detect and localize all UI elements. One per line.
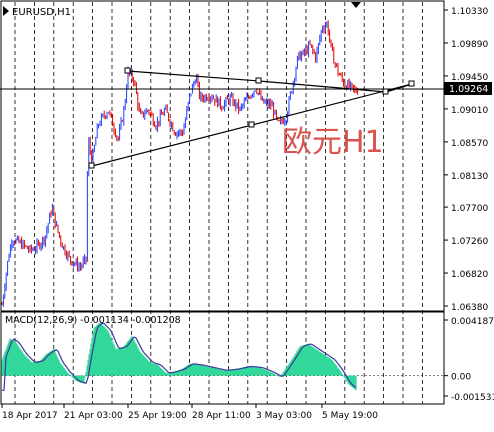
symbol-label: EURUSD,H1: [12, 7, 71, 18]
chart-annotation-text[interactable]: 欧元H1: [282, 125, 384, 160]
triangle-lower-line[interactable]: [91, 124, 253, 167]
macd-signal-line: [2, 322, 357, 391]
time-tick-label: 3 May 03:00: [256, 411, 312, 421]
price-axis: 1.10330 1.09890 1.09450 1.09010 1.08570 1.081…: [444, 7, 488, 313]
triangle-apex-line[interactable]: [385, 83, 413, 93]
chart-shift-marker[interactable]: [351, 2, 361, 8]
time-tick-label: 28 Apr 11:00: [192, 411, 251, 421]
macd-axis: 0.004187 0.00 -0.001531: [444, 317, 494, 403]
price-tick-label: 1.08570: [451, 139, 488, 149]
price-tick-label: 1.07700: [451, 204, 488, 214]
triangle-handle[interactable]: [408, 80, 415, 87]
triangle-upper-line-2[interactable]: [258, 80, 387, 93]
current-price-tag: [444, 82, 492, 95]
time-axis: 18 Apr 2017 21 Apr 03:00 25 Apr 19:00 28 Ap…: [1, 404, 378, 421]
time-tick-label: 25 Apr 19:00: [128, 411, 187, 421]
price-tick-label: 1.09010: [451, 106, 488, 116]
price-tick-label: 1.09890: [451, 40, 488, 50]
triangle-handle[interactable]: [88, 162, 95, 169]
macd-indicator: [1, 322, 444, 391]
triangle-pattern[interactable]: [88, 67, 415, 169]
triangle-upper-line[interactable]: [127, 70, 260, 82]
price-tick-label: 1.06380: [451, 303, 488, 313]
macd-tick-label: 0.004187: [451, 317, 494, 327]
time-tick-label: 18 Apr 2017: [2, 411, 58, 421]
triangle-handle[interactable]: [124, 67, 131, 74]
grid-layer: [14, 2, 423, 404]
macd-tick-label: -0.001531: [451, 393, 494, 403]
triangle-handle[interactable]: [382, 88, 389, 95]
symbol-arrow-icon: [3, 6, 9, 16]
price-tick-label: 1.10330: [451, 7, 488, 17]
price-tick-label: 1.06820: [451, 270, 488, 280]
price-tick-label: 1.09450: [451, 73, 488, 83]
time-tick-label: 21 Apr 03:00: [64, 411, 123, 421]
price-tick-label: 1.07260: [451, 237, 488, 247]
triangle-handle[interactable]: [255, 77, 262, 84]
macd-tick-label: 0.00: [451, 373, 471, 383]
candles: [1, 20, 359, 307]
macd-label: MACD(12,26,9) -0.001134 -0.001208: [5, 315, 181, 326]
current-price-value: 1.09264: [449, 84, 488, 95]
time-tick-label: 5 May 19:00: [322, 411, 378, 421]
triangle-handle[interactable]: [248, 121, 255, 128]
price-tick-label: 1.08130: [451, 172, 488, 182]
